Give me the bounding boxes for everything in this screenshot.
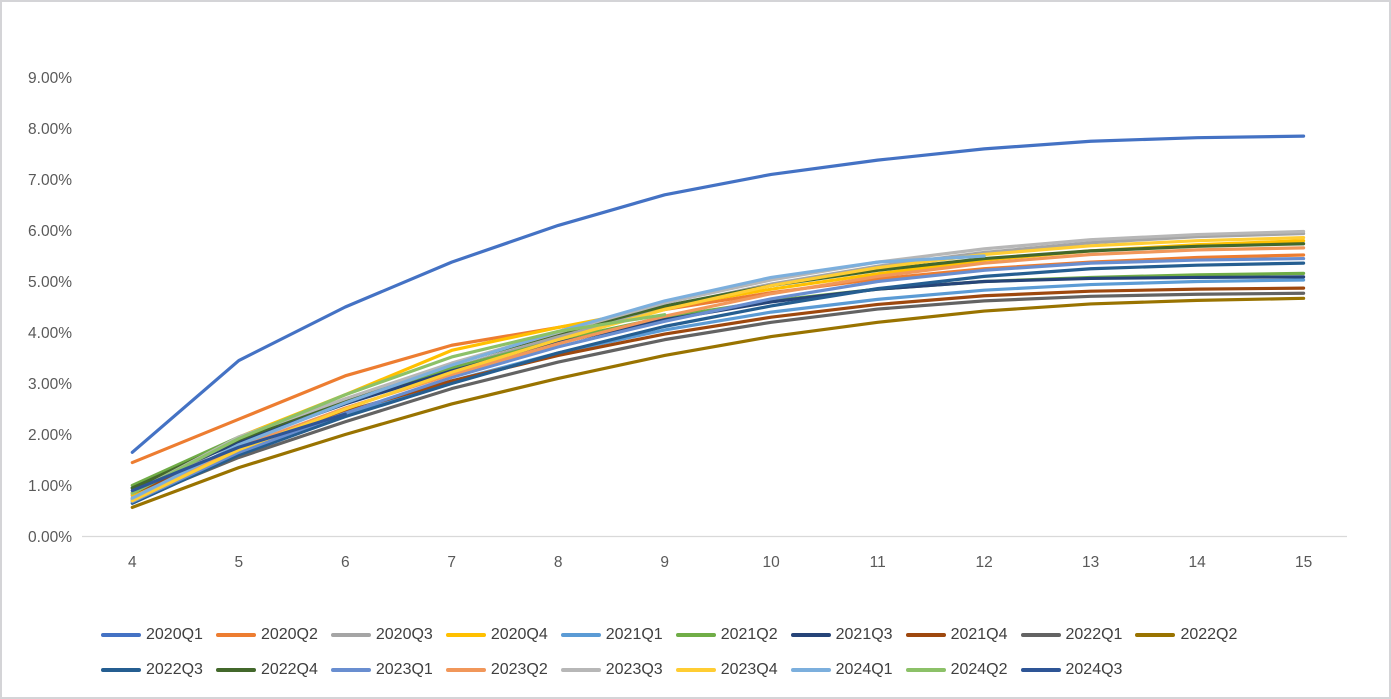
series-line-2022Q1 xyxy=(130,291,1306,503)
legend-label: 2020Q3 xyxy=(375,626,433,643)
legend-line-swatch xyxy=(790,633,831,637)
x-axis-tick-label: 6 xyxy=(341,554,350,571)
series-line-2024Q3 xyxy=(130,412,347,493)
series-line-2020Q3 xyxy=(130,231,1306,498)
x-axis-tick-label: 10 xyxy=(763,554,781,571)
legend-label: 2024Q2 xyxy=(950,661,1008,678)
legend-label: 2020Q4 xyxy=(490,626,548,643)
legend-item-2020Q2[interactable]: 2020Q2 xyxy=(215,626,318,644)
series-line-2022Q4 xyxy=(130,242,1306,490)
series-line-2022Q3 xyxy=(130,261,1306,505)
legend-line-swatch xyxy=(1020,633,1061,637)
legend-line-swatch xyxy=(905,633,946,637)
legend-label: 2020Q2 xyxy=(260,626,318,643)
legend-label: 2023Q3 xyxy=(605,661,663,678)
legend-label: 2023Q1 xyxy=(375,661,433,678)
legend-label: 2021Q4 xyxy=(950,626,1008,643)
legend-item-2020Q3[interactable]: 2020Q3 xyxy=(330,626,433,644)
legend-item-2023Q3[interactable]: 2023Q3 xyxy=(560,661,663,679)
x-axis-tick-label: 8 xyxy=(554,554,563,571)
legend-label: 2022Q2 xyxy=(1180,626,1238,643)
x-axis-tick-label: 7 xyxy=(447,554,456,571)
legend-item-2021Q2[interactable]: 2021Q2 xyxy=(675,626,778,644)
legend-line-swatch xyxy=(675,668,716,672)
legend-label: 2022Q3 xyxy=(146,661,203,678)
y-axis-tick-label: 3.00% xyxy=(28,376,72,393)
legend-label: 2023Q2 xyxy=(490,661,548,678)
x-axis-tick-label: 13 xyxy=(1082,554,1099,571)
y-axis-tick-label: 9.00% xyxy=(28,70,72,87)
legend-line-swatch xyxy=(101,668,141,672)
legend-item-2022Q4[interactable]: 2022Q4 xyxy=(215,661,318,679)
y-axis-tick-label: 0.00% xyxy=(28,529,72,546)
x-axis-tick-label: 14 xyxy=(1188,554,1206,571)
x-axis-tick-label: 4 xyxy=(128,554,137,571)
legend-item-2023Q1[interactable]: 2023Q1 xyxy=(330,661,433,679)
x-axis-tick-label: 11 xyxy=(870,554,886,571)
legend-label: 2022Q4 xyxy=(260,661,318,678)
x-axis-tick-label: 12 xyxy=(976,554,993,571)
legend-item-2021Q3[interactable]: 2021Q3 xyxy=(790,626,893,644)
y-axis-tick-label: 7.00% xyxy=(28,172,72,189)
legend-label: 2024Q1 xyxy=(835,661,893,678)
x-axis-tick-label: 15 xyxy=(1295,554,1312,571)
x-axis-tick-label: 5 xyxy=(234,554,243,571)
series-line-2022Q2 xyxy=(130,296,1306,510)
legend-label: 2022Q1 xyxy=(1065,626,1123,643)
legend-item-2020Q1[interactable]: 2020Q1 xyxy=(101,626,203,644)
legend-item-2021Q4[interactable]: 2021Q4 xyxy=(905,626,1008,644)
chart-legend-row-1: 2020Q1 2020Q2 2020Q3 2020Q4 2021Q1 2021Q2 2021… xyxy=(2,622,1389,648)
legend-item-2024Q2[interactable]: 2024Q2 xyxy=(905,661,1008,679)
y-axis-tick-label: 4.00% xyxy=(28,325,72,342)
legend-item-2023Q2[interactable]: 2023Q2 xyxy=(445,661,548,679)
y-axis-tick-label: 1.00% xyxy=(28,478,72,495)
legend-item-2024Q1[interactable]: 2024Q1 xyxy=(790,661,893,679)
y-axis-tick-label: 8.00% xyxy=(28,121,72,138)
legend-item-2024Q3[interactable]: 2024Q3 xyxy=(1020,661,1123,679)
y-axis-tick-label: 5.00% xyxy=(28,274,72,291)
legend-label: 2024Q3 xyxy=(1065,661,1123,678)
series-line-2020Q1 xyxy=(130,134,1306,454)
legend-item-2022Q3[interactable]: 2022Q3 xyxy=(101,661,203,679)
legend-item-2021Q1[interactable]: 2021Q1 xyxy=(560,626,663,644)
x-axis-tick-label: 9 xyxy=(660,554,669,571)
legend-label: 2021Q2 xyxy=(720,626,778,643)
series-line-2024Q2 xyxy=(130,313,667,495)
legend-line-swatch xyxy=(330,633,371,637)
legend-line-swatch xyxy=(905,668,946,672)
legend-line-swatch xyxy=(445,633,486,637)
legend-line-swatch xyxy=(675,633,716,637)
y-axis-tick-label: 2.00% xyxy=(28,427,72,444)
series-line-2023Q4 xyxy=(130,236,1306,503)
legend-item-2023Q4[interactable]: 2023Q4 xyxy=(675,661,778,679)
y-axis-tick-label: 6.00% xyxy=(28,223,72,240)
legend-label: 2023Q4 xyxy=(720,661,778,678)
legend-line-swatch xyxy=(790,668,831,672)
legend-label: 2021Q3 xyxy=(835,626,893,643)
chart-legend-row-2: 2022Q3 2022Q4 2023Q1 2023Q2 2023Q3 2023Q4 2024… xyxy=(2,657,1389,683)
legend-line-swatch xyxy=(560,668,601,672)
series-line-2023Q3 xyxy=(130,229,1306,495)
legend-line-swatch xyxy=(101,633,141,637)
legend-label: 2021Q1 xyxy=(605,626,663,643)
legend-item-2020Q4[interactable]: 2020Q4 xyxy=(445,626,548,644)
legend-line-swatch xyxy=(330,668,371,672)
series-line-2023Q2 xyxy=(130,246,1306,500)
legend-item-2022Q2[interactable]: 2022Q2 xyxy=(1135,626,1237,644)
legend-line-swatch xyxy=(1135,633,1176,637)
legend-line-swatch xyxy=(1020,668,1061,672)
legend-item-2022Q1[interactable]: 2022Q1 xyxy=(1020,626,1123,644)
legend-label: 2020Q1 xyxy=(146,626,203,643)
legend-line-swatch xyxy=(215,668,256,672)
legend-line-swatch xyxy=(445,668,486,672)
legend-line-swatch xyxy=(560,633,601,637)
legend-line-swatch xyxy=(215,633,256,637)
